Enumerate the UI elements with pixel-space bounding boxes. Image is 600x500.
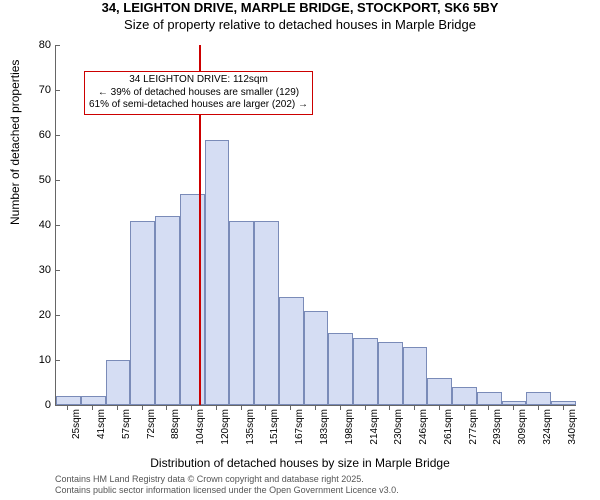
y-tick-label: 10 (39, 354, 51, 366)
x-tick-mark (241, 405, 242, 410)
histogram-bar (106, 360, 131, 405)
x-tick-mark (142, 405, 143, 410)
x-tick-label: 25sqm (71, 409, 82, 439)
chart-subtitle: Size of property relative to detached ho… (0, 17, 600, 32)
x-tick-label: 293sqm (492, 409, 503, 445)
y-tick-label: 80 (39, 39, 51, 51)
histogram-bar (130, 221, 155, 406)
x-tick-label: 120sqm (220, 409, 231, 445)
x-tick-mark (538, 405, 539, 410)
x-tick-mark (315, 405, 316, 410)
histogram-bar (403, 347, 428, 406)
histogram-bar (477, 392, 502, 406)
x-tick-mark (389, 405, 390, 410)
callout-line2: ← 39% of detached houses are smaller (12… (89, 87, 308, 100)
y-tick-label: 50 (39, 174, 51, 186)
x-tick-mark (290, 405, 291, 410)
x-tick-mark (67, 405, 68, 410)
histogram-bar (56, 396, 81, 405)
histogram-bar (229, 221, 254, 406)
footer-credits: Contains HM Land Registry data © Crown c… (55, 474, 399, 496)
x-tick-mark (464, 405, 465, 410)
callout-line1: 34 LEIGHTON DRIVE: 112sqm (89, 74, 308, 87)
x-tick-label: 277sqm (468, 409, 479, 445)
histogram-bar (328, 333, 353, 405)
x-tick-mark (414, 405, 415, 410)
x-tick-mark (166, 405, 167, 410)
histogram-bar (378, 342, 403, 405)
x-tick-label: 88sqm (170, 409, 181, 439)
x-tick-label: 151sqm (269, 409, 280, 445)
x-tick-label: 230sqm (393, 409, 404, 445)
y-tick-label: 70 (39, 84, 51, 96)
x-axis-label: Distribution of detached houses by size … (0, 456, 600, 470)
x-tick-label: 324sqm (542, 409, 553, 445)
x-tick-label: 214sqm (369, 409, 380, 445)
x-tick-mark (117, 405, 118, 410)
x-tick-mark (216, 405, 217, 410)
x-tick-mark (439, 405, 440, 410)
x-tick-mark (563, 405, 564, 410)
histogram-bar (279, 297, 304, 405)
y-axis-ticks: 01020304050607080 (0, 45, 55, 405)
x-tick-label: 72sqm (146, 409, 157, 439)
x-tick-label: 246sqm (418, 409, 429, 445)
x-tick-label: 183sqm (319, 409, 330, 445)
footer-line2: Contains public sector information licen… (55, 485, 399, 496)
x-tick-mark (265, 405, 266, 410)
y-tick-label: 0 (45, 399, 51, 411)
histogram-bar (155, 216, 180, 405)
x-tick-label: 135sqm (245, 409, 256, 445)
x-tick-label: 309sqm (517, 409, 528, 445)
x-tick-mark (513, 405, 514, 410)
chart-title: 34, LEIGHTON DRIVE, MARPLE BRIDGE, STOCK… (0, 0, 600, 17)
histogram-bar (353, 338, 378, 406)
x-tick-label: 198sqm (344, 409, 355, 445)
y-tick-label: 30 (39, 264, 51, 276)
x-tick-label: 167sqm (294, 409, 305, 445)
x-tick-label: 41sqm (96, 409, 107, 439)
x-tick-label: 340sqm (567, 409, 578, 445)
callout-box: 34 LEIGHTON DRIVE: 112sqm← 39% of detach… (84, 71, 313, 115)
x-tick-label: 104sqm (195, 409, 206, 445)
plot-area: 34 LEIGHTON DRIVE: 112sqm← 39% of detach… (55, 45, 576, 406)
histogram-bar (427, 378, 452, 405)
x-axis-ticks: 25sqm 41sqm 57sqm 72sqm 88sqm 104sqm 120sqm 135… (55, 405, 575, 455)
x-tick-mark (340, 405, 341, 410)
histogram-bar (304, 311, 329, 406)
histogram-bar (81, 396, 106, 405)
footer-line1: Contains HM Land Registry data © Crown c… (55, 474, 399, 485)
x-tick-mark (191, 405, 192, 410)
y-tick-label: 40 (39, 219, 51, 231)
y-tick-label: 60 (39, 129, 51, 141)
x-tick-label: 57sqm (121, 409, 132, 439)
histogram-bar (205, 140, 230, 406)
callout-line3: 61% of semi-detached houses are larger (… (89, 99, 308, 112)
histogram-bar (254, 221, 279, 406)
chart-container: 34, LEIGHTON DRIVE, MARPLE BRIDGE, STOCK… (0, 0, 600, 500)
y-tick-label: 20 (39, 309, 51, 321)
histogram-bar (526, 392, 551, 406)
x-tick-mark (365, 405, 366, 410)
x-tick-label: 261sqm (443, 409, 454, 445)
x-tick-mark (92, 405, 93, 410)
x-tick-mark (488, 405, 489, 410)
histogram-bar (452, 387, 477, 405)
